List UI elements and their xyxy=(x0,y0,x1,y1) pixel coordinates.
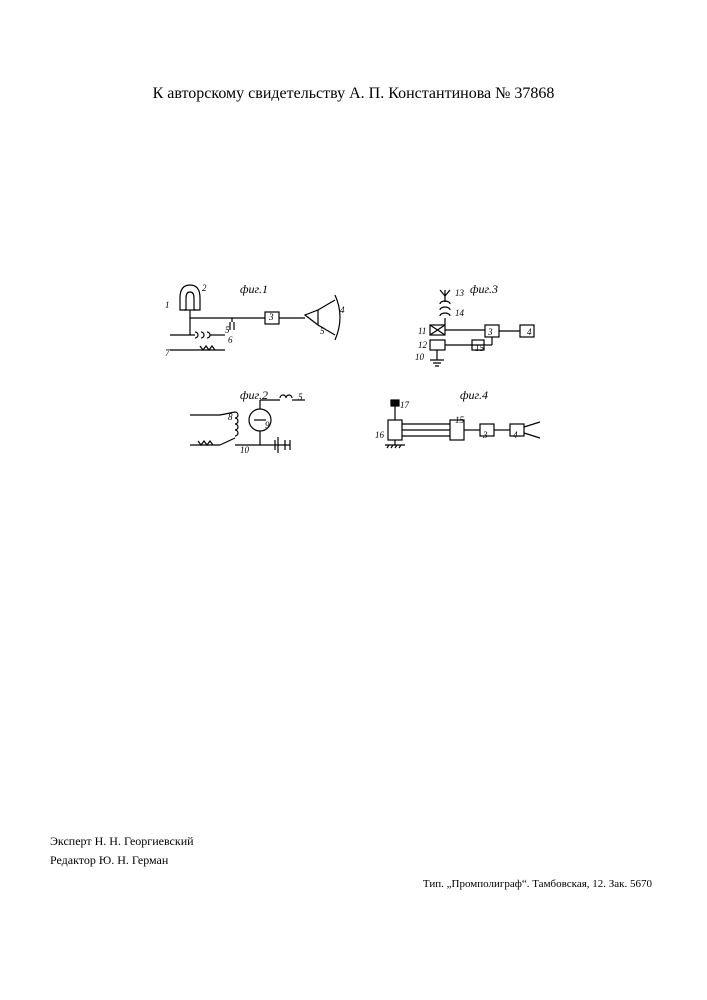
part-10: 10 xyxy=(240,445,249,455)
editor-line: Редактор Ю. Н. Герман xyxy=(50,851,194,870)
part-4: 4 xyxy=(340,305,345,315)
part-13: 13 xyxy=(455,288,464,298)
part-17: 17 xyxy=(400,400,409,410)
part-10b: 10 xyxy=(415,352,424,362)
fig2-schematic xyxy=(190,390,330,470)
part-5b: 5 xyxy=(298,392,303,402)
print-info: Тип. „Промполиграф“. Тамбовская, 12. Зак… xyxy=(423,878,652,890)
patent-header: К авторскому свидетельству А. П. Констан… xyxy=(0,85,707,103)
part-15b: 15 xyxy=(455,415,464,425)
part-12: 12 xyxy=(418,340,427,350)
fig3-schematic xyxy=(390,290,550,380)
part-3c: 3 xyxy=(483,430,488,440)
part-5a: 5 xyxy=(225,325,230,335)
part-16: 16 xyxy=(375,430,384,440)
part-1: 1 xyxy=(165,300,170,310)
part-6: 6 xyxy=(228,335,233,345)
part-5: 5 xyxy=(320,326,325,336)
part-4c: 4 xyxy=(513,430,518,440)
part-11: 11 xyxy=(418,326,426,336)
part-4b: 4 xyxy=(527,327,532,337)
expert-line: Эксперт Н. Н. Георгиевский xyxy=(50,832,194,851)
part-3b: 3 xyxy=(488,327,493,337)
part-2: 2 xyxy=(202,283,207,293)
footer-credits: Эксперт Н. Н. Георгиевский Редактор Ю. Н… xyxy=(50,832,194,870)
part-15: 15 xyxy=(475,343,484,353)
figures-panel: фиг.1 xyxy=(170,280,540,520)
part-9: 9 xyxy=(265,420,270,430)
part-3: 3 xyxy=(269,312,274,322)
fig4-schematic xyxy=(380,400,550,470)
part-14: 14 xyxy=(455,308,464,318)
part-8: 8 xyxy=(228,412,233,422)
header-text: К авторскому свидетельству А. П. Констан… xyxy=(153,85,555,102)
part-7: 7 xyxy=(165,348,170,358)
fig1-schematic xyxy=(170,280,350,370)
